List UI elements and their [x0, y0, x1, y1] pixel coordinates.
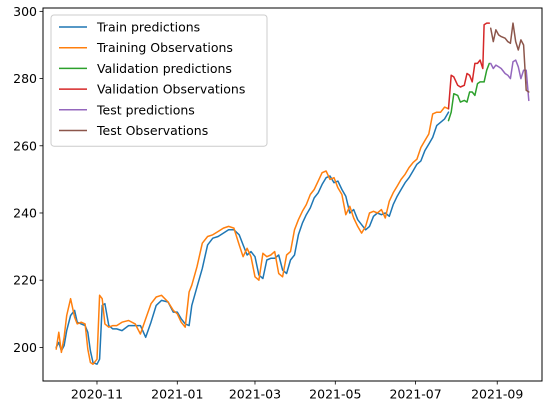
series-layer	[55, 22, 530, 365]
y-tick-label: 240	[13, 205, 37, 220]
series-line-1	[55, 111, 450, 365]
y-tick-label: 280	[13, 71, 37, 86]
x-tick-label: 2021-05	[309, 387, 361, 402]
y-axis: 200 220 240 260 280 300	[13, 4, 43, 355]
x-tick-label: 2021-07	[389, 387, 441, 402]
x-axis: 2020-11 2021-01 2021-03 2021-05 2021-07 2021-…	[71, 381, 523, 402]
legend-label: Training Observations	[96, 40, 233, 55]
x-tick-label: 2021-03	[229, 387, 281, 402]
series-line-3	[447, 62, 491, 122]
legend-box	[50, 14, 268, 147]
legend-label: Validation Observations	[97, 82, 245, 97]
legend: Train predictions Training Observations Va…	[50, 14, 268, 147]
x-tick-label: 2020-11	[71, 387, 123, 402]
x-tick-label: 2021-01	[151, 387, 203, 402]
series-line-5	[489, 59, 530, 102]
legend-label: Train predictions	[96, 20, 200, 35]
legend-label: Test predictions	[96, 102, 195, 117]
series-line-6	[489, 22, 530, 93]
series-line-4	[447, 22, 491, 110]
legend-label: Validation predictions	[97, 61, 232, 76]
y-tick-label: 300	[13, 4, 37, 19]
y-tick-label: 200	[13, 340, 37, 355]
series-line-2	[55, 106, 450, 365]
plot-frame	[42, 7, 543, 382]
legend-label: Test Observations	[96, 123, 208, 138]
y-tick-label: 220	[13, 273, 37, 288]
x-tick-label: 2021-09	[471, 387, 523, 402]
y-tick-label: 260	[13, 138, 37, 153]
